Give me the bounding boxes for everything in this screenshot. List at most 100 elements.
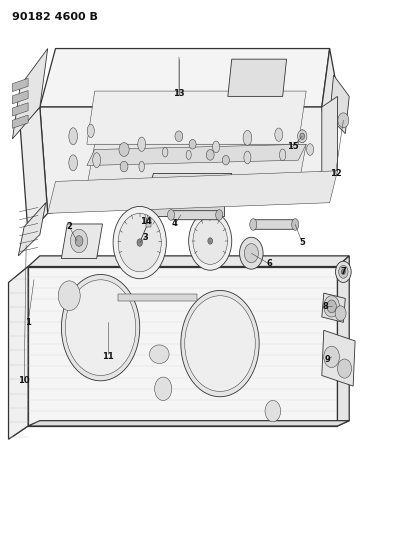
Polygon shape [322, 330, 355, 386]
Polygon shape [145, 219, 151, 227]
Ellipse shape [69, 128, 77, 145]
Polygon shape [228, 59, 286, 96]
Polygon shape [13, 103, 28, 116]
Ellipse shape [162, 148, 168, 157]
Text: 11: 11 [103, 352, 114, 361]
Polygon shape [20, 107, 48, 235]
Polygon shape [61, 224, 103, 259]
Polygon shape [145, 173, 232, 200]
Text: 7: 7 [340, 268, 346, 276]
Polygon shape [253, 220, 295, 229]
Circle shape [113, 206, 166, 279]
Polygon shape [87, 144, 306, 165]
Polygon shape [13, 266, 28, 437]
Ellipse shape [139, 161, 144, 172]
Polygon shape [87, 91, 306, 144]
Ellipse shape [69, 155, 77, 171]
Circle shape [339, 265, 348, 278]
Ellipse shape [243, 131, 252, 146]
Circle shape [336, 261, 351, 282]
Circle shape [240, 237, 263, 269]
Circle shape [119, 143, 129, 157]
Text: 3: 3 [143, 233, 149, 242]
Polygon shape [13, 78, 28, 92]
Ellipse shape [307, 144, 314, 156]
Polygon shape [338, 256, 349, 426]
Circle shape [335, 306, 346, 321]
Ellipse shape [250, 219, 257, 230]
Circle shape [181, 290, 259, 397]
Circle shape [75, 236, 83, 246]
Circle shape [338, 359, 352, 378]
Circle shape [222, 156, 230, 165]
Circle shape [265, 400, 281, 422]
Polygon shape [28, 421, 349, 426]
Circle shape [154, 377, 172, 400]
Text: 5: 5 [299, 238, 305, 247]
Circle shape [338, 113, 349, 128]
Polygon shape [9, 266, 28, 439]
Polygon shape [18, 203, 46, 256]
Circle shape [118, 213, 161, 272]
Circle shape [327, 300, 336, 313]
Ellipse shape [138, 137, 145, 151]
Ellipse shape [213, 141, 220, 153]
Circle shape [244, 244, 258, 263]
Circle shape [208, 238, 213, 244]
Text: 9: 9 [325, 355, 331, 364]
Polygon shape [13, 115, 28, 128]
Circle shape [175, 131, 183, 142]
Circle shape [185, 296, 255, 391]
Text: 15: 15 [286, 142, 298, 151]
Circle shape [193, 217, 228, 264]
Ellipse shape [275, 128, 283, 141]
Circle shape [324, 346, 340, 368]
Polygon shape [13, 49, 48, 139]
Ellipse shape [167, 209, 174, 220]
Circle shape [58, 281, 80, 311]
Circle shape [189, 140, 196, 149]
Polygon shape [330, 75, 349, 134]
Ellipse shape [149, 345, 169, 364]
Text: 10: 10 [18, 376, 30, 385]
Text: 13: 13 [173, 89, 185, 98]
Circle shape [70, 229, 88, 253]
Polygon shape [322, 96, 338, 203]
Text: 1: 1 [25, 318, 31, 327]
Text: 12: 12 [330, 169, 342, 178]
Text: 14: 14 [140, 217, 151, 226]
Ellipse shape [93, 153, 101, 167]
Polygon shape [87, 144, 306, 187]
Circle shape [324, 296, 340, 317]
Ellipse shape [299, 130, 306, 143]
Circle shape [298, 130, 307, 143]
Text: 4: 4 [172, 220, 178, 229]
Text: 8: 8 [323, 302, 329, 311]
Polygon shape [48, 171, 338, 213]
Polygon shape [322, 49, 338, 171]
Circle shape [137, 239, 142, 246]
Circle shape [342, 269, 345, 274]
Polygon shape [28, 266, 338, 426]
Polygon shape [322, 293, 345, 322]
Ellipse shape [186, 150, 191, 159]
Circle shape [61, 274, 140, 381]
Text: 2: 2 [66, 222, 72, 231]
Ellipse shape [216, 209, 223, 220]
Circle shape [206, 150, 214, 160]
Polygon shape [145, 200, 224, 216]
Circle shape [65, 280, 136, 375]
Polygon shape [118, 294, 196, 301]
Ellipse shape [87, 124, 94, 138]
Polygon shape [171, 211, 219, 220]
Ellipse shape [244, 151, 251, 164]
Polygon shape [40, 49, 330, 107]
Text: 90182 4600 B: 90182 4600 B [13, 12, 98, 22]
Ellipse shape [292, 219, 299, 230]
Polygon shape [40, 107, 330, 213]
Polygon shape [28, 256, 349, 266]
Ellipse shape [279, 149, 286, 161]
Circle shape [300, 133, 305, 140]
Polygon shape [13, 91, 28, 104]
Text: 6: 6 [266, 260, 272, 268]
